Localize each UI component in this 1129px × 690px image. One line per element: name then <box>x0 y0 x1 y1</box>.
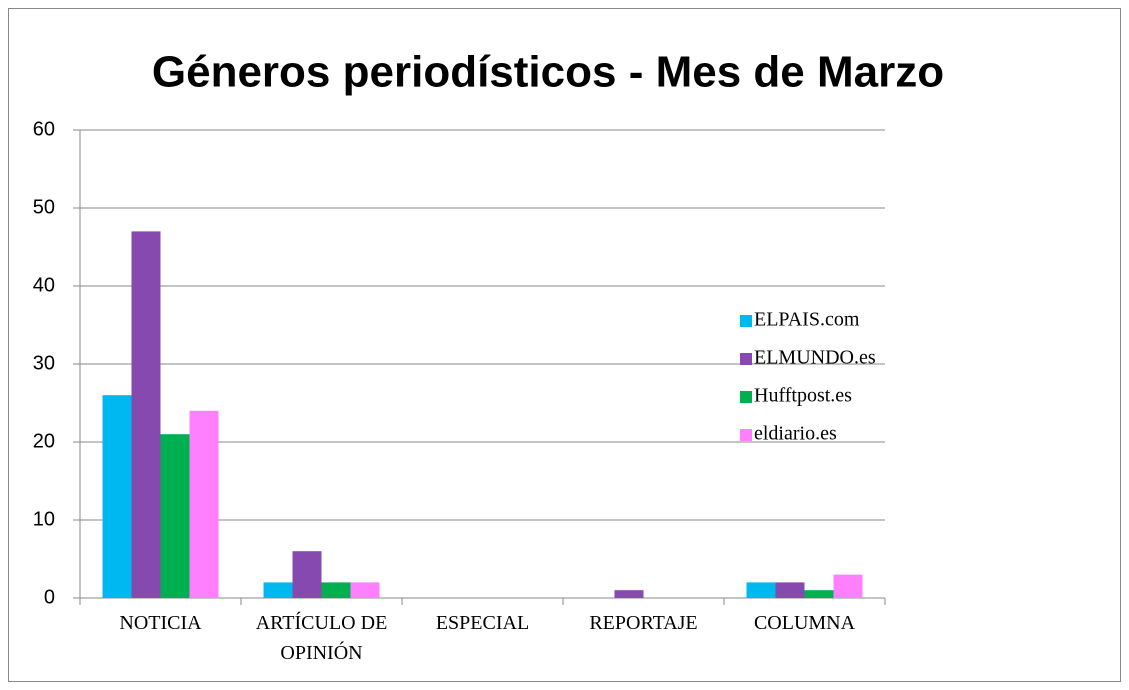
y-tick-label: 40 <box>33 274 55 296</box>
y-tick-label: 60 <box>33 118 55 140</box>
legend-swatch <box>740 429 752 441</box>
legend-swatch <box>740 391 752 403</box>
bar <box>350 582 380 598</box>
bar <box>292 551 322 598</box>
y-tick-label: 0 <box>44 586 55 608</box>
bar <box>189 410 219 598</box>
x-tick-label: REPORTAJE <box>589 612 698 634</box>
bar <box>804 590 834 598</box>
bar <box>746 582 776 598</box>
y-tick-label: 20 <box>33 430 55 452</box>
legend-swatch <box>740 353 752 365</box>
legend-label: ELPAIS.com <box>754 309 860 331</box>
x-tick-label: ESPECIAL <box>435 612 530 634</box>
bar <box>833 574 863 598</box>
legend-label: ELMUNDO.es <box>754 347 876 369</box>
y-tick-label: 10 <box>33 508 55 530</box>
bar <box>775 582 805 598</box>
legend-swatch <box>740 315 752 327</box>
chart-title: Géneros periodísticos - Mes de Marzo <box>152 48 944 97</box>
x-tick-label: COLUMNA <box>753 612 856 634</box>
bar <box>614 590 644 598</box>
x-tick-label: ARTÍCULO DE OPINIÓN <box>255 612 388 664</box>
x-tick-label: NOTICIA <box>119 612 202 634</box>
bar <box>263 582 293 598</box>
y-tick-label: 50 <box>33 196 55 218</box>
legend-label: Hufftpost.es <box>754 385 852 407</box>
legend-label: eldiario.es <box>754 423 837 445</box>
bar <box>102 395 132 598</box>
y-tick-label: 30 <box>33 352 55 374</box>
bar <box>131 231 161 598</box>
bar <box>321 582 351 598</box>
bar <box>160 434 190 598</box>
